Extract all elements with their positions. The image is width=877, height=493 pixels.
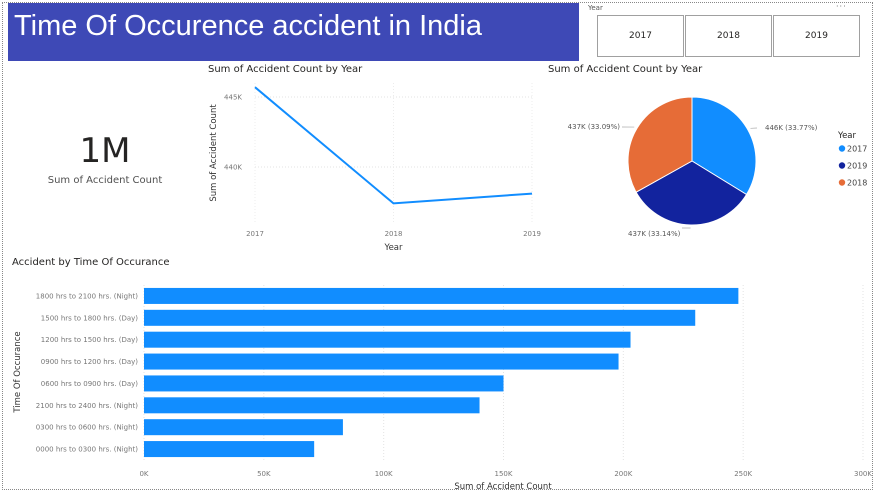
pie-slice-2017 [691, 96, 757, 196]
line-chart-x-tick-label: 2019 [523, 230, 541, 238]
pie-data-label: 437K (33.14%) [628, 230, 681, 238]
bar-category-label: 1200 hrs to 1500 hrs. (Day) [41, 336, 138, 344]
bar-category-label: 0900 hrs to 1200 hrs. (Day) [41, 358, 138, 366]
pie-legend-marker [838, 179, 846, 186]
bar-category-label: 1800 hrs to 2100 hrs. (Night) [36, 292, 138, 300]
bar-chart-x-tick-label: 50K [257, 470, 271, 478]
bar-0 [144, 287, 739, 304]
pie-legend-item: 2018 [847, 179, 867, 188]
bar-category-label: 2100 hrs to 2400 hrs. (Night) [36, 402, 138, 410]
bar-6 [144, 419, 343, 436]
bar-7 [144, 441, 315, 458]
year-slicer-label: Year [588, 4, 603, 12]
pie-legend-title: Year [837, 131, 857, 141]
bar-5 [144, 397, 480, 414]
kpi-card-value: 1M [79, 131, 131, 171]
line-chart-y-tick-label: 440K [224, 164, 242, 172]
bar-2 [144, 331, 631, 348]
pie-slice-2018 [627, 96, 693, 193]
pie-data-label: 446K (33.77%) [765, 124, 818, 132]
bar-chart-y-axis-title: Time Of Occurance [13, 331, 23, 413]
pie-legend-item: 2017 [847, 145, 867, 154]
line-chart-y-tick-label: 445K [224, 94, 242, 102]
year-slicer-2017-button[interactable]: 2017 [597, 15, 684, 57]
bar-chart-x-tick-label: 300K [854, 470, 872, 478]
line-chart-x-tick-label: 2017 [246, 230, 264, 238]
bar-chart-x-axis-title: Sum of Accident Count [454, 482, 552, 492]
pie-legend-marker [838, 162, 846, 169]
kpi-card-label: Sum of Accident Count [47, 175, 163, 186]
more-options-icon[interactable]: ··· [836, 2, 847, 11]
bar-category-label: 0600 hrs to 0900 hrs. (Day) [41, 380, 138, 388]
bar-4 [144, 375, 504, 392]
pie-chart-title: Sum of Accident Count by Year [548, 64, 703, 75]
bar-category-label: 1500 hrs to 1800 hrs. (Day) [41, 314, 138, 322]
line-chart-x-axis-title: Year [384, 243, 404, 253]
pie-data-label: 437K (33.09%) [568, 123, 621, 131]
year-slicer-2019-button[interactable]: 2019 [773, 15, 860, 57]
bar-category-label: 0300 hrs to 0600 hrs. (Night) [36, 424, 138, 432]
bar-3 [144, 353, 619, 370]
bar-chart-title: Accident by Time Of Occurance [12, 257, 170, 268]
page-title: Time Of Occurence accident in India [14, 10, 482, 42]
bar-1 [144, 309, 696, 326]
bar-chart-x-tick-label: 200K [614, 470, 632, 478]
pie-legend-marker [838, 145, 846, 152]
bar-chart-x-tick-label: 150K [495, 470, 513, 478]
bar-category-label: 0000 hrs to 0300 hrs. (Night) [36, 446, 138, 454]
year-slicer-2018-button[interactable]: 2018 [685, 15, 772, 57]
line-chart-title: Sum of Accident Count by Year [208, 64, 363, 75]
line-chart-x-tick-label: 2018 [385, 230, 403, 238]
bar-chart-x-tick-label: 0K [139, 470, 148, 478]
bar-chart-x-tick-label: 100K [375, 470, 393, 478]
line-chart-y-axis-title: Sum of Accident Count [209, 104, 219, 202]
pie-legend-item: 2019 [847, 162, 867, 171]
title-banner: Time Of Occurence accident in India [8, 3, 579, 61]
bar-chart-x-tick-label: 250K [734, 470, 752, 478]
